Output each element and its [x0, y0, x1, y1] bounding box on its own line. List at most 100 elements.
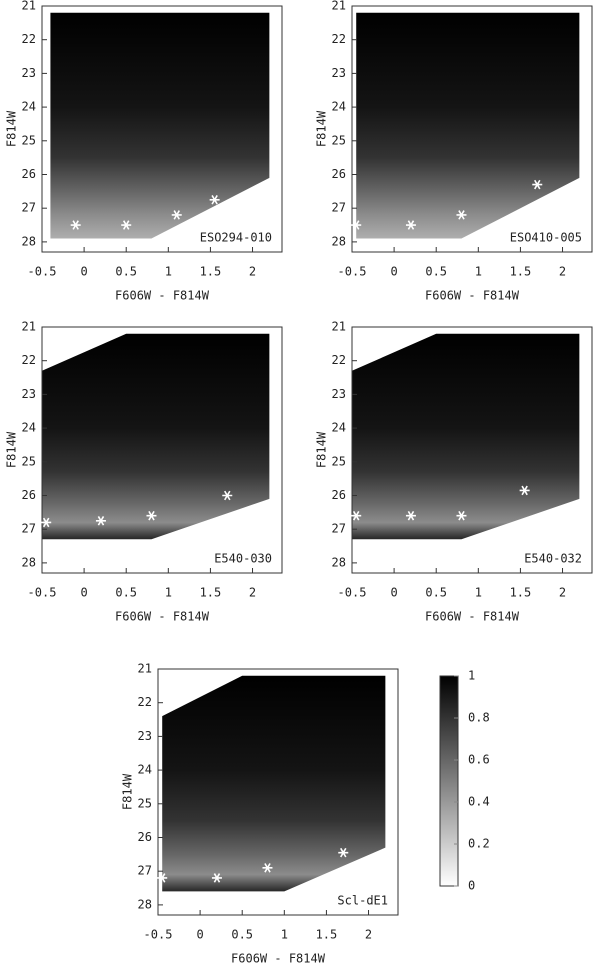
colorbar-tick-label: 0.2 — [468, 837, 490, 851]
y-tick-label: 25 — [332, 454, 346, 468]
star-marker — [338, 847, 349, 858]
star-marker — [211, 873, 222, 883]
x-tick-label: 0 — [390, 586, 397, 600]
completeness-field — [50, 12, 270, 239]
panel-label: ESO410-005 — [510, 231, 582, 245]
x-tick-label: -0.5 — [338, 586, 367, 600]
colorbar — [439, 675, 459, 887]
y-tick-label: 23 — [138, 729, 152, 743]
x-tick-label: 2 — [559, 265, 566, 279]
star-marker — [351, 220, 362, 230]
colorbar-tick-label: 0 — [468, 879, 475, 893]
star-marker — [222, 490, 233, 501]
y-axis-label: F814W — [315, 110, 329, 147]
y-tick-label: 27 — [332, 522, 346, 536]
x-tick-label: 0 — [196, 928, 203, 942]
completeness-field — [42, 333, 270, 540]
y-axis-label: F814W — [315, 431, 329, 468]
x-tick-label: 1 — [165, 586, 172, 600]
x-tick-label: 1.5 — [510, 586, 532, 600]
y-tick-label: 24 — [332, 100, 346, 114]
y-tick-label: 28 — [22, 234, 36, 248]
y-tick-label: 21 — [332, 0, 346, 13]
x-tick-label: 2 — [559, 586, 566, 600]
x-tick-label: -0.5 — [28, 265, 57, 279]
star-marker — [121, 220, 132, 230]
x-tick-label: 1.5 — [200, 586, 222, 600]
y-tick-label: 25 — [22, 133, 36, 147]
x-tick-label: 1 — [475, 265, 482, 279]
x-axis-label: F606W - F814W — [115, 289, 210, 303]
y-tick-label: 26 — [332, 488, 346, 502]
y-tick-label: 22 — [22, 32, 36, 46]
y-tick-label: 24 — [138, 763, 152, 777]
completeness-field — [162, 675, 386, 892]
x-axis-label: F606W - F814W — [425, 289, 520, 303]
x-tick-label: 1 — [165, 265, 172, 279]
y-tick-label: 21 — [138, 662, 152, 676]
completeness-field — [352, 333, 580, 540]
x-tick-label: 0.5 — [231, 928, 253, 942]
plot-frame — [41, 326, 283, 574]
x-tick-label: -0.5 — [144, 928, 173, 942]
star-marker — [456, 210, 467, 220]
star-marker — [456, 510, 467, 521]
y-axis-label: F814W — [121, 773, 135, 810]
y-tick-label: 27 — [332, 201, 346, 215]
y-tick-label: 26 — [138, 830, 152, 844]
y-tick-label: 23 — [22, 387, 36, 401]
x-tick-label: 1.5 — [200, 265, 222, 279]
y-tick-label: 28 — [332, 555, 346, 569]
x-tick-label: 1.5 — [316, 928, 338, 942]
y-tick-label: 26 — [22, 488, 36, 502]
panel-label: E540-030 — [214, 552, 272, 566]
star-marker — [405, 510, 416, 521]
star-marker — [262, 863, 273, 873]
colorbar-tick-label: 1 — [468, 669, 475, 683]
x-tick-label: -0.5 — [338, 265, 367, 279]
star-marker — [70, 220, 81, 230]
star-marker — [351, 510, 362, 521]
x-tick-label: 2 — [249, 586, 256, 600]
x-tick-label: 0.5 — [115, 586, 137, 600]
y-tick-label: 25 — [332, 133, 346, 147]
y-tick-label: 27 — [22, 201, 36, 215]
star-marker — [209, 195, 220, 205]
y-tick-label: 21 — [22, 320, 36, 334]
x-tick-label: 0.5 — [115, 265, 137, 279]
y-tick-label: 24 — [22, 421, 36, 435]
plot-frame — [351, 326, 593, 574]
star-marker — [532, 179, 543, 190]
y-tick-label: 22 — [332, 353, 346, 367]
star-marker — [405, 220, 416, 230]
y-tick-label: 24 — [332, 421, 346, 435]
colorbar-tick-label: 0.8 — [468, 711, 490, 725]
panel-label: Scl-dE1 — [337, 894, 388, 908]
x-tick-label: 1.5 — [510, 265, 532, 279]
y-tick-label: 26 — [332, 167, 346, 181]
y-tick-label: 22 — [22, 353, 36, 367]
star-marker — [146, 510, 157, 521]
y-tick-label: 28 — [332, 234, 346, 248]
x-tick-label: 0 — [80, 265, 87, 279]
x-tick-label: 1 — [475, 586, 482, 600]
star-marker — [171, 210, 182, 220]
x-tick-label: -0.5 — [28, 586, 57, 600]
plot-frame — [157, 668, 399, 916]
y-tick-label: 24 — [22, 100, 36, 114]
x-tick-label: 0 — [80, 586, 87, 600]
panel-label: ESO294-010 — [200, 231, 272, 245]
panel-label: E540-032 — [524, 552, 582, 566]
y-tick-label: 27 — [138, 864, 152, 878]
y-axis-label: F814W — [5, 110, 19, 147]
y-tick-label: 28 — [138, 897, 152, 911]
y-tick-label: 27 — [22, 522, 36, 536]
y-tick-label: 21 — [22, 0, 36, 13]
x-tick-label: 0.5 — [425, 265, 447, 279]
star-marker — [41, 517, 52, 528]
x-axis-label: F606W - F814W — [425, 610, 520, 624]
y-tick-label: 23 — [332, 66, 346, 80]
y-tick-label: 26 — [22, 167, 36, 181]
